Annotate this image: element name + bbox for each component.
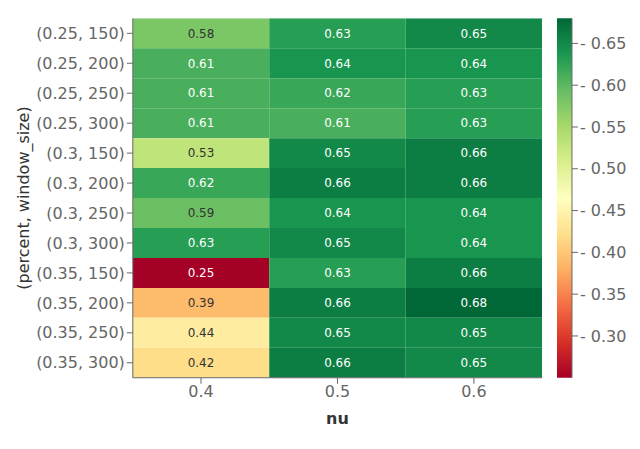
svg-text:0.42: 0.42 [188,356,215,370]
svg-text:- 0.35: - 0.35 [580,285,626,304]
svg-text:(0.3, 150): (0.3, 150) [46,144,125,163]
svg-text:- 0.40: - 0.40 [580,243,626,262]
svg-text:0.39: 0.39 [188,296,215,310]
svg-text:0.65: 0.65 [324,236,351,250]
svg-text:0.65: 0.65 [461,356,488,370]
svg-text:0.66: 0.66 [461,146,488,160]
svg-text:- 0.65: - 0.65 [580,34,626,53]
svg-text:0.53: 0.53 [188,146,215,160]
svg-text:0.63: 0.63 [461,116,488,130]
svg-text:- 0.60: - 0.60 [580,76,626,95]
svg-text:(0.25, 250): (0.25, 250) [36,84,125,103]
svg-text:(0.35, 200): (0.35, 200) [36,294,125,313]
svg-text:0.66: 0.66 [461,176,488,190]
svg-text:0.64: 0.64 [461,206,488,220]
svg-text:0.65: 0.65 [461,326,488,340]
svg-text:0.65: 0.65 [324,326,351,340]
svg-text:0.63: 0.63 [461,86,488,100]
svg-text:0.64: 0.64 [324,206,351,220]
svg-text:(0.25, 150): (0.25, 150) [36,24,125,43]
svg-text:0.66: 0.66 [324,356,351,370]
svg-text:nu: nu [326,409,349,428]
svg-text:(0.35, 150): (0.35, 150) [36,264,125,283]
svg-text:(0.3, 250): (0.3, 250) [46,204,125,223]
svg-text:0.64: 0.64 [461,57,488,71]
svg-text:0.64: 0.64 [461,236,488,250]
svg-text:0.61: 0.61 [324,116,351,130]
svg-text:0.64: 0.64 [324,57,351,71]
svg-text:(0.3, 300): (0.3, 300) [46,234,125,253]
svg-text:(0.25, 300): (0.25, 300) [36,114,125,133]
svg-text:- 0.50: - 0.50 [580,159,626,178]
svg-text:(0.25, 200): (0.25, 200) [36,54,125,73]
svg-text:0.44: 0.44 [188,326,215,340]
svg-text:(percent, window_size): (percent, window_size) [14,106,34,289]
svg-text:0.65: 0.65 [461,27,488,41]
svg-text:0.65: 0.65 [324,146,351,160]
svg-text:- 0.55: - 0.55 [580,118,626,137]
svg-text:0.61: 0.61 [188,86,215,100]
svg-text:0.66: 0.66 [461,266,488,280]
svg-text:0.58: 0.58 [188,27,215,41]
svg-text:0.66: 0.66 [324,296,351,310]
svg-text:0.59: 0.59 [188,206,215,220]
svg-text:0.63: 0.63 [188,236,215,250]
svg-text:0.61: 0.61 [188,116,215,130]
svg-text:0.63: 0.63 [324,266,351,280]
svg-text:0.61: 0.61 [188,57,215,71]
svg-text:- 0.45: - 0.45 [580,201,626,220]
svg-text:0.66: 0.66 [324,176,351,190]
svg-text:0.62: 0.62 [324,86,351,100]
svg-text:0.4: 0.4 [188,382,213,401]
svg-text:0.6: 0.6 [461,382,486,401]
svg-text:0.62: 0.62 [188,176,215,190]
svg-text:(0.3, 200): (0.3, 200) [46,174,125,193]
svg-text:- 0.30: - 0.30 [580,327,626,346]
svg-text:0.5: 0.5 [325,382,350,401]
svg-text:(0.35, 250): (0.35, 250) [36,323,125,342]
svg-text:0.68: 0.68 [461,296,488,310]
svg-text:(0.35, 300): (0.35, 300) [36,353,125,372]
svg-text:0.63: 0.63 [324,27,351,41]
svg-text:0.25: 0.25 [188,266,215,280]
